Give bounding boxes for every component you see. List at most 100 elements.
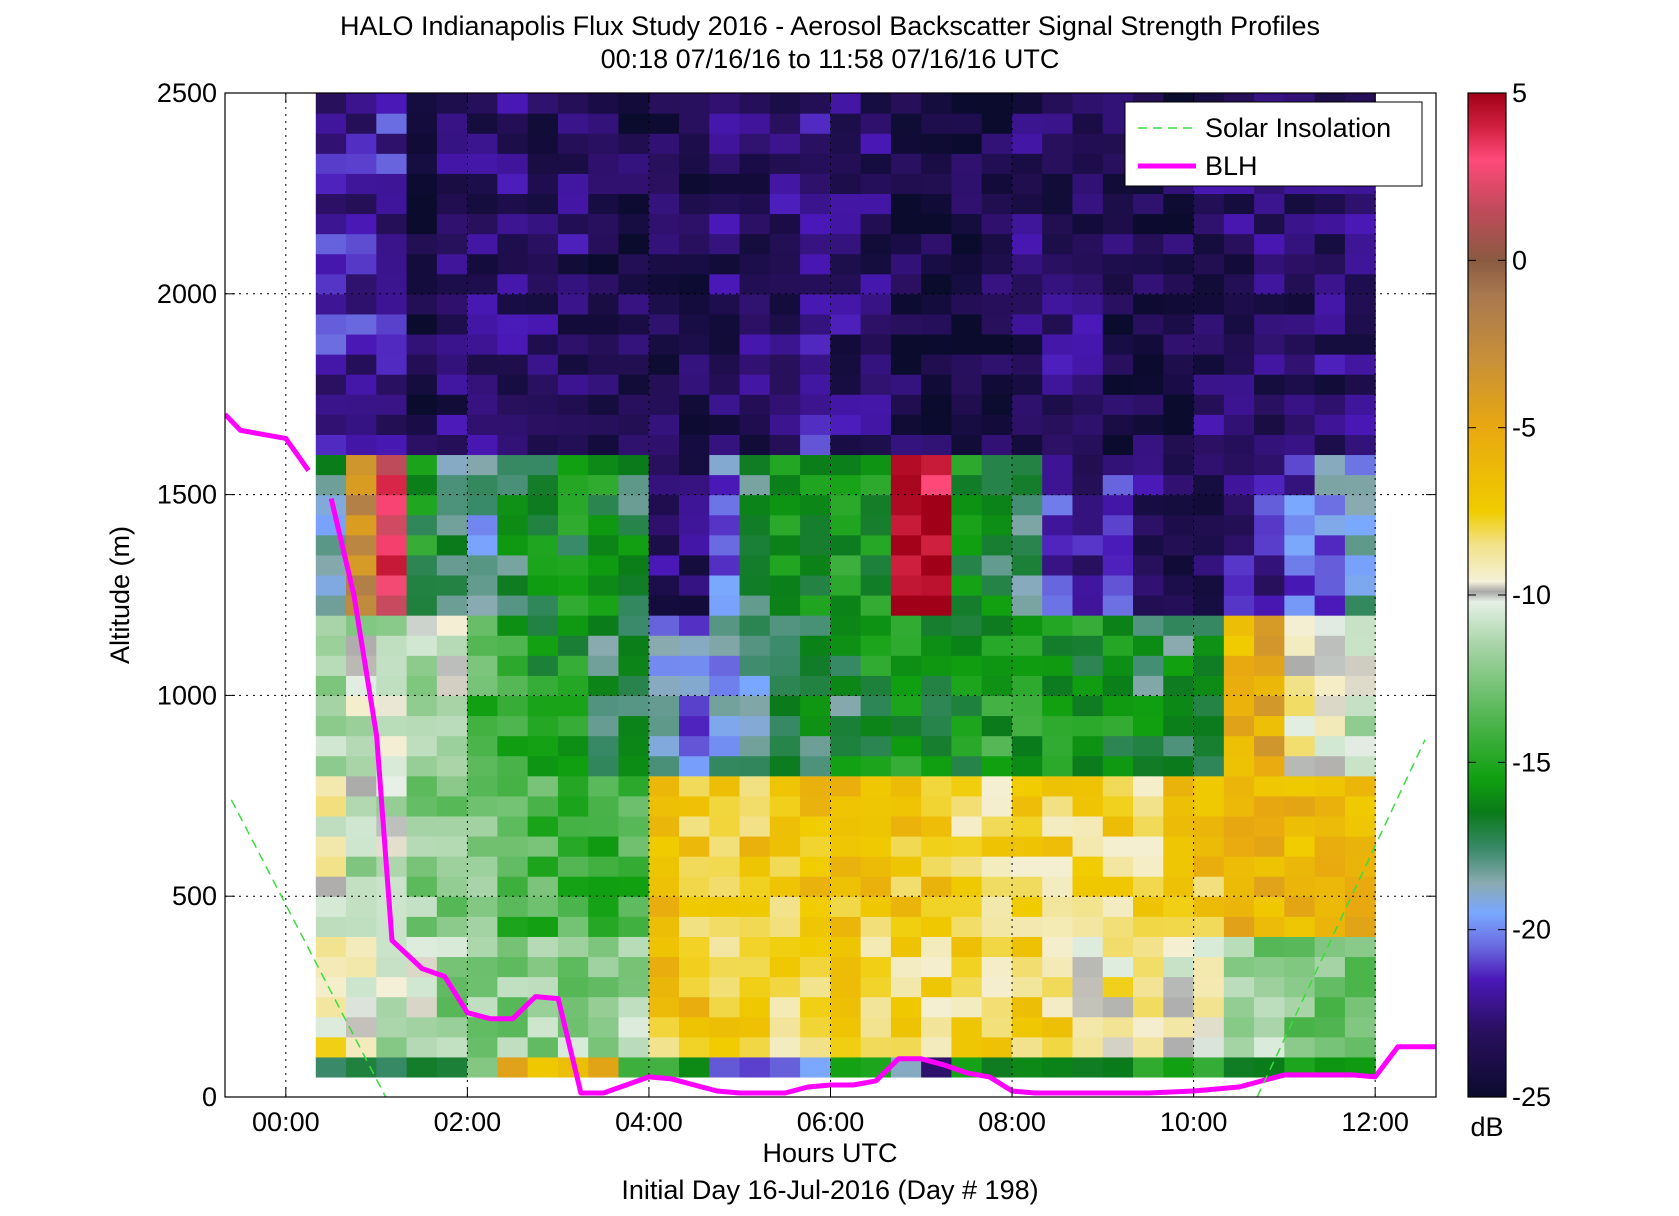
heatmap-cell [1011, 93, 1043, 114]
heatmap-cell [1011, 273, 1043, 295]
heatmap-cell [406, 795, 438, 817]
heatmap-cell [467, 715, 498, 737]
heatmap-cell [1102, 193, 1134, 215]
heatmap-cell [981, 936, 1013, 958]
heatmap-cell [315, 193, 347, 215]
heatmap-cell [406, 394, 438, 415]
heatmap-cell [1072, 595, 1104, 616]
heatmap-cell [709, 273, 741, 295]
heatmap-cell [830, 534, 862, 556]
heatmap-cell [739, 374, 771, 395]
heatmap-cell [315, 414, 347, 435]
heatmap-cell [588, 1056, 620, 1078]
heatmap-cell [1223, 815, 1255, 837]
heatmap-cell [467, 856, 498, 877]
heatmap-cell [1102, 534, 1134, 556]
x-tick-label: 06:00 [797, 1107, 865, 1137]
heatmap-cell [648, 173, 680, 194]
heatmap-cell [497, 574, 529, 596]
y-tick-label: 2000 [157, 279, 217, 309]
heatmap-cell [376, 735, 408, 757]
heatmap-cell [315, 655, 347, 676]
heatmap-cell [1223, 534, 1255, 556]
heatmap-cell [1102, 976, 1134, 998]
heatmap-cell [527, 896, 559, 917]
heatmap-cell [467, 374, 498, 395]
heatmap-cell [588, 896, 620, 917]
heatmap-cell [890, 233, 922, 255]
heatmap-cell [527, 715, 559, 737]
heatmap-cell [648, 133, 680, 154]
heatmap-cell [1102, 474, 1134, 496]
heatmap-cell [497, 735, 529, 757]
heatmap-cell [436, 795, 468, 817]
heatmap-cell [406, 434, 438, 456]
heatmap-cell [769, 655, 801, 676]
heatmap-cell [618, 1056, 650, 1078]
heatmap-cell [1163, 976, 1195, 998]
heatmap-cell [648, 273, 680, 295]
heatmap-cell [1163, 253, 1195, 275]
heatmap-cell [1344, 213, 1376, 235]
heatmap-cell [981, 193, 1013, 215]
heatmap-cell [1344, 815, 1376, 837]
heatmap-cell [436, 233, 468, 255]
heatmap-cell [1072, 996, 1104, 1018]
heatmap-cell [1344, 735, 1376, 757]
heatmap-cell [618, 574, 650, 596]
heatmap-cell [1011, 715, 1043, 737]
heatmap-cell [860, 574, 892, 596]
heatmap-cell [557, 815, 589, 837]
heatmap-cell [588, 595, 620, 616]
heatmap-cell [921, 775, 953, 797]
heatmap-cell [951, 715, 983, 737]
heatmap-cell [1133, 233, 1164, 255]
heatmap-cell [890, 675, 922, 696]
heatmap-cell [1163, 735, 1195, 757]
heatmap-cell [769, 474, 801, 496]
heatmap-cell [679, 735, 710, 757]
heatmap-cell [1163, 434, 1195, 456]
heatmap-cell [830, 333, 862, 355]
heatmap-cell [1133, 273, 1164, 295]
heatmap-cell [709, 1016, 741, 1038]
heatmap-cell [739, 615, 771, 636]
heatmap-cell [739, 153, 771, 174]
heatmap-cell [1072, 755, 1104, 777]
heatmap-cell [346, 715, 377, 737]
heatmap-cell [1314, 554, 1346, 576]
heatmap-cell [1102, 815, 1134, 837]
heatmap-cell [436, 896, 468, 917]
heatmap-cell [648, 293, 680, 315]
heatmap-cell [376, 133, 408, 154]
heatmap-cell [1102, 856, 1134, 877]
x-tick-label: 00:00 [252, 1107, 320, 1137]
heatmap-cell [1042, 554, 1074, 576]
heatmap-cell [1042, 313, 1074, 335]
heatmap-cell [890, 313, 922, 335]
heatmap-cell [588, 494, 620, 516]
heatmap-cell [1314, 1056, 1346, 1078]
heatmap-cell [921, 173, 953, 194]
heatmap-cell [436, 93, 468, 114]
heatmap-cell [1344, 655, 1376, 676]
heatmap-cell [1254, 253, 1285, 275]
heatmap-cell [709, 133, 741, 154]
heatmap-cell [921, 695, 953, 717]
heatmap-cell [1344, 715, 1376, 737]
heatmap-cell [1163, 695, 1195, 717]
heatmap-cell [679, 936, 710, 958]
heatmap-cell [406, 615, 438, 636]
heatmap-cell [1133, 655, 1164, 676]
heatmap-cell [1223, 835, 1255, 857]
heatmap-cell [890, 93, 922, 114]
heatmap-cell [769, 835, 801, 857]
heatmap-cell [648, 193, 680, 215]
heatmap-cell [860, 374, 892, 395]
heatmap-cell [497, 755, 529, 777]
heatmap-cell [1133, 695, 1164, 717]
heatmap-cell [1072, 1036, 1104, 1058]
heatmap-cell [376, 414, 408, 435]
heatmap-cell [1011, 434, 1043, 456]
heatmap-cell [800, 153, 831, 174]
